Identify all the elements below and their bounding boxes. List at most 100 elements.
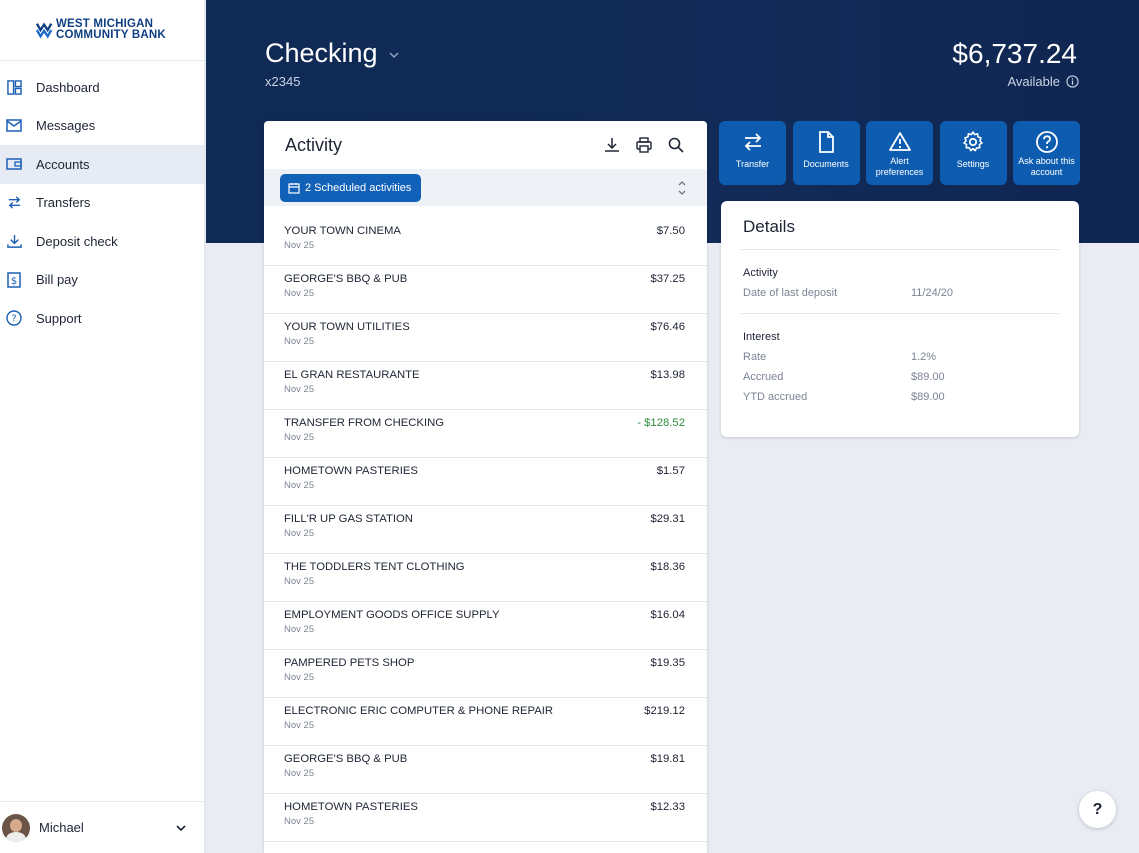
dashboard-icon [6,79,22,95]
transaction-description: GEORGE'S BBQ & PUB [284,273,408,285]
sidebar-item-messages[interactable]: Messages [0,107,204,146]
alert-preferences-button[interactable]: Alert preferences [866,121,933,185]
transaction-row[interactable]: YOUR TOWN CINEMA Nov 25 $7.50 [264,218,707,266]
transaction-description: ELECTRONIC ERIC COMPUTER & PHONE REPAIR [284,705,554,717]
transaction-info: EL GRAN RESTAURANTE Nov 25 [284,362,420,395]
details-title: Details [743,217,795,236]
wallet-icon [6,156,22,172]
sidebar-item-label: Bill pay [36,272,78,288]
info-icon[interactable] [1066,75,1079,88]
transaction-amount: $12.33 [650,801,685,813]
transaction-description: GEORGE'S BBQ & PUB [284,753,408,765]
transaction-row[interactable]: GEORGE'S BBQ & PUB Nov 25 $37.25 [264,266,707,314]
transaction-amount: $19.35 [650,657,685,669]
transaction-row[interactable]: PAMPERED PETS SHOP Nov 25 $19.35 [264,650,707,698]
transaction-info: FILL'R UP GAS STATION Nov 25 [284,506,413,539]
transaction-date: Nov 25 [284,384,315,395]
transfer-button[interactable]: Transfer [719,121,786,185]
transaction-date: Nov 25 [284,672,315,683]
sidebar-item-accounts[interactable]: Accounts [0,145,204,184]
document-icon [819,131,834,153]
detail-label: YTD accrued [743,391,808,403]
available-text: Available [1007,74,1060,89]
transfer-arrows-icon [6,195,22,211]
calendar-icon [288,182,300,194]
account-actions: Transfer Documents Alert preferences Set… [719,121,1087,185]
transaction-amount: - $128.52 [637,417,685,429]
transaction-row[interactable]: YOUR TOWN UTILITIES Nov 25 $76.46 [264,314,707,362]
transaction-amount: $19.81 [650,753,685,765]
transaction-description: EL GRAN RESTAURANTE [284,369,420,381]
transaction-info: YOUR TOWN UTILITIES Nov 25 [284,314,410,347]
svg-text:$: $ [11,276,17,287]
transaction-row[interactable]: EMPLOYMENT GOODS OFFICE SUPPLY Nov 25 $16.… [264,602,707,650]
action-label: Transfer [735,159,770,169]
activity-title: Activity [285,134,343,155]
sidebar-item-label: Deposit check [36,233,118,249]
account-number: x2345 [265,74,301,89]
transaction-row[interactable]: GEORGE'S BBQ & PUB Nov 25 $19.81 [264,746,707,794]
last-deposit-row: Date of last deposit 11/24/20 [743,287,1079,299]
transaction-date: Nov 25 [284,288,315,299]
search-icon[interactable] [667,136,685,154]
scheduled-activities-label: 2 Scheduled activities [305,181,412,194]
transaction-row[interactable]: HOMETOWN PASTERIES Nov 25 $1.57 [264,458,707,506]
expand-collapse-icon[interactable] [677,179,687,197]
detail-value: 1.2% [911,351,937,363]
transaction-info: GEORGE'S BBQ & PUB Nov 25 [284,266,407,299]
bank-logo[interactable]: WEST MICHIGAN COMMUNITY BANK [0,0,204,61]
details-activity-heading: Activity [743,267,778,279]
scheduled-activities-button[interactable]: 2 Scheduled activities [280,173,422,202]
transaction-date: Nov 25 [284,528,315,539]
sidebar-item-dashboard[interactable]: Dashboard [0,68,204,107]
transaction-info: YOUR TOWN CINEMA Nov 25 [284,218,401,251]
settings-button[interactable]: Settings [939,121,1007,185]
transaction-amount: $219.12 [644,705,685,717]
help-button[interactable]: ? [1079,791,1116,828]
activity-toolbar [589,136,685,154]
details-interest-heading: Interest [743,331,780,343]
bank-name: WEST MICHIGAN COMMUNITY BANK [56,18,166,41]
sidebar-item-support[interactable]: ? Support [0,299,204,338]
transaction-date: Nov 25 [284,480,315,491]
action-label: Alert preferences [875,156,924,177]
transaction-row[interactable]: THE TODDLERS TENT CLOTHING Nov 25 $18.36 [264,554,707,602]
transaction-amount: $37.25 [650,273,685,285]
sidebar-item-label: Dashboard [36,79,100,95]
transaction-date: Nov 25 [284,768,315,779]
documents-button[interactable]: Documents [792,121,860,185]
print-icon[interactable] [635,136,653,154]
action-label: Settings [956,159,990,169]
transaction-description: EMPLOYMENT GOODS OFFICE SUPPLY [284,609,500,621]
transaction-description: TRANSFER FROM CHECKING [284,417,445,429]
activity-panel: Activity 2 Scheduled activities YOUR TOW… [264,121,707,853]
sidebar-item-deposit-check[interactable]: Deposit check [0,222,204,261]
sidebar-item-bill-pay[interactable]: $ Bill pay [0,261,204,300]
divider [741,249,1059,250]
action-label: Ask about this account [1018,156,1075,177]
download-icon[interactable] [603,136,621,154]
question-circle-icon [1035,131,1058,153]
transaction-amount: $18.36 [650,561,685,573]
transaction-row[interactable]: ELECTRONIC ERIC COMPUTER & PHONE REPAIR N… [264,698,707,746]
svg-text:?: ? [11,314,16,325]
detail-label: Rate [743,351,767,363]
sidebar-item-label: Support [36,310,82,326]
transaction-date: Nov 25 [284,336,315,347]
transaction-row[interactable]: EL GRAN RESTAURANTE Nov 25 $13.98 [264,362,707,410]
transaction-row[interactable]: HOMETOWN PASTERIES Nov 25 $12.33 [264,794,707,842]
account-selector[interactable]: Checking [265,38,400,69]
ask-about-account-button[interactable]: Ask about this account [1013,121,1080,185]
accrued-row: Accrued $89.00 [743,371,1079,383]
transaction-amount: $1.57 [656,465,685,477]
rate-row: Rate 1.2% [743,351,1079,363]
transaction-description: THE TODDLERS TENT CLOTHING [284,561,465,573]
transaction-info: TRANSFER FROM CHECKING Nov 25 [284,410,444,443]
transaction-info: EMPLOYMENT GOODS OFFICE SUPPLY Nov 25 [284,602,500,635]
detail-value: 11/24/20 [911,287,954,299]
user-menu[interactable]: Michael [0,801,204,853]
transaction-row[interactable]: TRANSFER FROM CHECKING Nov 25 - $128.52 [264,410,707,458]
ytd-accrued-row: YTD accrued $89.00 [743,391,1079,403]
transaction-row[interactable]: FILL'R UP GAS STATION Nov 25 $29.31 [264,506,707,554]
sidebar-item-transfers[interactable]: Transfers [0,184,204,223]
